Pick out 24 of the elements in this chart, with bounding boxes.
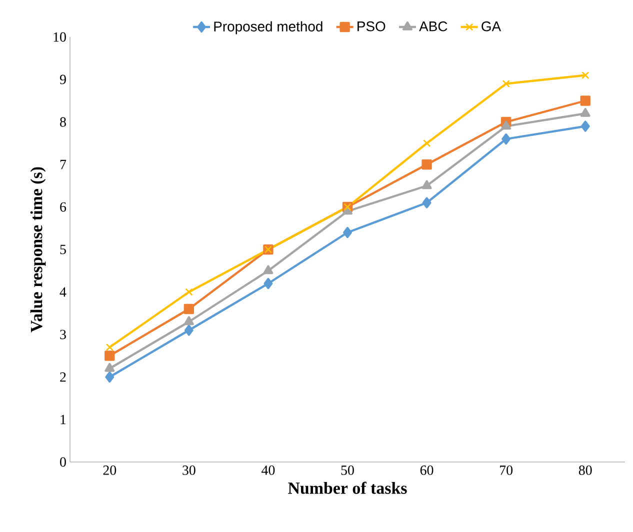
y-tick-label: 6 <box>60 202 66 212</box>
legend-label: ABC <box>419 21 448 32</box>
x-axis-title: Number of tasks <box>288 482 407 494</box>
legend-label: PSO <box>358 21 386 32</box>
y-tick-label: 9 <box>60 74 66 84</box>
y-tick-label: 10 <box>54 32 66 42</box>
y-tick-label: 1 <box>60 414 66 424</box>
x-tick-label: 70 <box>500 466 513 475</box>
x-tick-label: 80 <box>578 466 592 475</box>
x-tick-label: 30 <box>182 466 196 475</box>
y-tick-label: 5 <box>60 244 66 254</box>
legend-label: Proposed method <box>214 21 322 34</box>
x-tick-label: 20 <box>103 466 116 475</box>
x-tick-label: 50 <box>341 466 354 475</box>
y-tick-label: 4 <box>60 287 66 297</box>
legend-label: GA <box>482 21 502 32</box>
y-axis-title: Value response time (s) <box>30 167 46 332</box>
y-tick-label: 0 <box>60 457 66 467</box>
y-tick-label: 8 <box>60 117 66 127</box>
y-tick-label: 2 <box>60 372 66 382</box>
y-tick-label: 3 <box>60 330 66 340</box>
x-tick-label: 40 <box>262 466 275 475</box>
y-tick-label: 7 <box>60 160 66 170</box>
x-tick-label: 60 <box>420 466 434 475</box>
